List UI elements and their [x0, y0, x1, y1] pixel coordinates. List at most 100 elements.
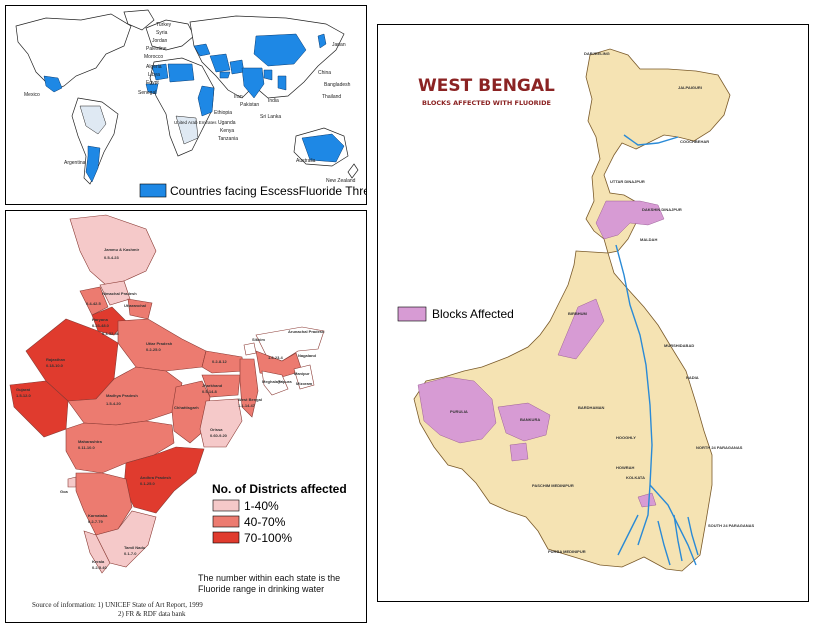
state-gujarat-name: Gujarat — [16, 387, 31, 392]
india-legend-title: No. of Districts affected — [212, 482, 347, 496]
river-branch-west — [617, 514, 639, 556]
label-thailand: Thailand — [322, 94, 341, 100]
label-syria: Syria — [156, 30, 168, 36]
sikkim-shape — [243, 342, 257, 356]
label-tanzania: Tanzania — [218, 136, 238, 142]
wb-legend-label: Blocks Affected — [432, 307, 514, 321]
kerala-shape — [83, 530, 111, 574]
district-howrah: HOWRAH — [616, 465, 635, 470]
affected-purulia-shape — [417, 376, 497, 444]
district-murshidabad: MURSHIDABAD — [664, 343, 694, 348]
state-andhra-name: Andhra Pradesh — [140, 475, 171, 480]
hp-shape — [99, 280, 131, 306]
state-jharkhand-range: 0.5-14.8 — [202, 389, 217, 394]
state-jk-name: Jammu & Kashmir — [104, 247, 140, 252]
world-map: Turkey Syria Jordan Palestine Morocco Al… — [15, 9, 366, 198]
state-maharashtra-name: Maharashtra — [78, 439, 103, 444]
india-note-line1: The number within each state is the — [198, 573, 340, 583]
maharashtra-shape — [65, 420, 175, 474]
legend-label-40-70: 40-70% — [244, 515, 286, 529]
state-maharashtra-range: 0.11-10.0 — [78, 445, 95, 450]
label-turkey: Turkey — [156, 22, 172, 28]
state-up-name: Uttar Pradesh — [146, 341, 173, 346]
gujarat-shape — [9, 380, 69, 438]
india-state-labels: Jammu & Kashmir 0.5-4.23 Himachal Prades… — [16, 247, 325, 570]
state-manipur-name: Manipur — [294, 371, 310, 376]
wb-rivers — [615, 134, 699, 566]
state-hp-name: Himachal Pradesh — [102, 291, 137, 296]
district-coochbehar: COOCHBEHAR — [680, 139, 709, 144]
north-america-shape — [15, 13, 132, 91]
state-haryana-name: Haryana — [92, 317, 109, 322]
label-kenya: Kenya — [220, 128, 234, 134]
state-punjab-range: 0.4-42.5 — [86, 301, 101, 306]
affected-howrah-shape — [637, 492, 657, 508]
label-uae: United Arab Emirates — [174, 120, 217, 125]
district-kolkata: KOLKATA — [626, 475, 645, 480]
label-pakistan: Pakistan — [240, 102, 259, 108]
legend-label-70-100: 70-100% — [244, 531, 292, 545]
label-japan: Japan — [332, 42, 346, 48]
state-andhra-range: 0.1-25.0 — [140, 481, 155, 486]
state-rajasthan-name: Rajasthan — [46, 357, 66, 362]
orissa-shape — [199, 398, 243, 448]
label-morocco: Morocco — [144, 54, 163, 60]
brazil-shape — [79, 105, 107, 135]
state-bihar-range: 0.2-8.12 — [212, 359, 227, 364]
india-note-line2: Fluoride range in drinking water — [198, 584, 324, 594]
affected-bankura-shape — [497, 402, 551, 442]
nagaland-manipur-shape — [293, 364, 315, 390]
legend-swatch-1-40 — [212, 499, 240, 512]
river-branch-east — [649, 484, 697, 566]
state-assam-range: 1.6-23.4 — [268, 355, 283, 360]
state-uttaranchal-name: Uttaranchal — [124, 303, 146, 308]
label-ethiopia: Ethiopia — [214, 110, 232, 116]
pakistan-shape — [229, 59, 245, 75]
world-legend-label: Countries facing EscessFluoride Threat — [170, 184, 366, 198]
state-delhi-range: 0.3-32.46 — [102, 331, 120, 336]
greenland-shape — [123, 9, 155, 31]
state-kerala-name: Kerala — [92, 559, 105, 564]
world-map-panel: Turkey Syria Jordan Palestine Morocco Al… — [5, 5, 367, 205]
district-birbhum: BIRBHUM — [568, 311, 588, 316]
state-arunachal-name: Arunachal Pradesh — [288, 329, 325, 334]
wb-subtitle: BLOCKS AFFECTED WITH FLUORIDE — [422, 99, 551, 107]
state-karnataka-name: Karnataka — [88, 513, 108, 518]
state-kerala-range: 0.2-5.40 — [92, 565, 107, 570]
wb-district-labels: DARJEELING JALPAIGURI COOCHBEHAR UTTAR D… — [450, 51, 754, 554]
india-map: Jammu & Kashmir 0.5-4.23 Himachal Prades… — [9, 214, 347, 618]
affected-bankura-south-shape — [509, 442, 529, 462]
state-nagaland-name: Nagaland — [298, 353, 317, 358]
goa-shape — [67, 476, 77, 488]
state-up-range: 0.2-25.0 — [146, 347, 161, 352]
legend-swatch-40-70 — [212, 515, 240, 528]
world-legend-swatch — [139, 183, 167, 198]
state-jk-range: 0.5-4.23 — [104, 255, 119, 260]
state-jharkhand-name: Jharkhand — [202, 383, 223, 388]
label-uganda: Uganda — [218, 120, 236, 126]
punjab-shape — [79, 286, 109, 316]
jk-shape — [69, 214, 157, 286]
label-senegal: Senegal — [138, 90, 156, 96]
world-country-labels: Turkey Syria Jordan Palestine Morocco Al… — [24, 22, 356, 184]
australia-affected-shape — [301, 133, 345, 163]
label-egypt: Egypt — [146, 80, 159, 86]
label-new-zealand: New Zealand — [326, 178, 356, 184]
west-bengal-map-panel: WEST BENGAL BLOCKS AFFECTED WITH FLUORID… — [377, 24, 809, 602]
wb-legend-swatch — [397, 306, 427, 322]
new-zealand-shape — [347, 163, 359, 179]
label-bangladesh: Bangladesh — [324, 82, 351, 88]
river-ganga — [615, 244, 653, 546]
state-tamilnadu-name: Tamil Nadu — [124, 545, 146, 550]
label-china: China — [318, 70, 331, 76]
district-darjeeling: DARJEELING — [584, 51, 610, 56]
westbengal-india-shape — [239, 358, 259, 418]
river-delta — [657, 514, 699, 566]
meghalaya-tripura-shape — [261, 370, 289, 396]
state-chhattisgarh-name: Chhattisgarh — [174, 405, 199, 410]
district-dakshin-dinajpur: DAKSHIN DINAJPUR — [642, 207, 682, 212]
china-shape — [253, 33, 307, 67]
district-purulia: PURULIA — [450, 409, 468, 414]
district-north-24-paraganas: NORTH 24 PARAGANAS — [696, 445, 743, 450]
state-gujarat-range: 1.5-12.0 — [16, 393, 31, 398]
